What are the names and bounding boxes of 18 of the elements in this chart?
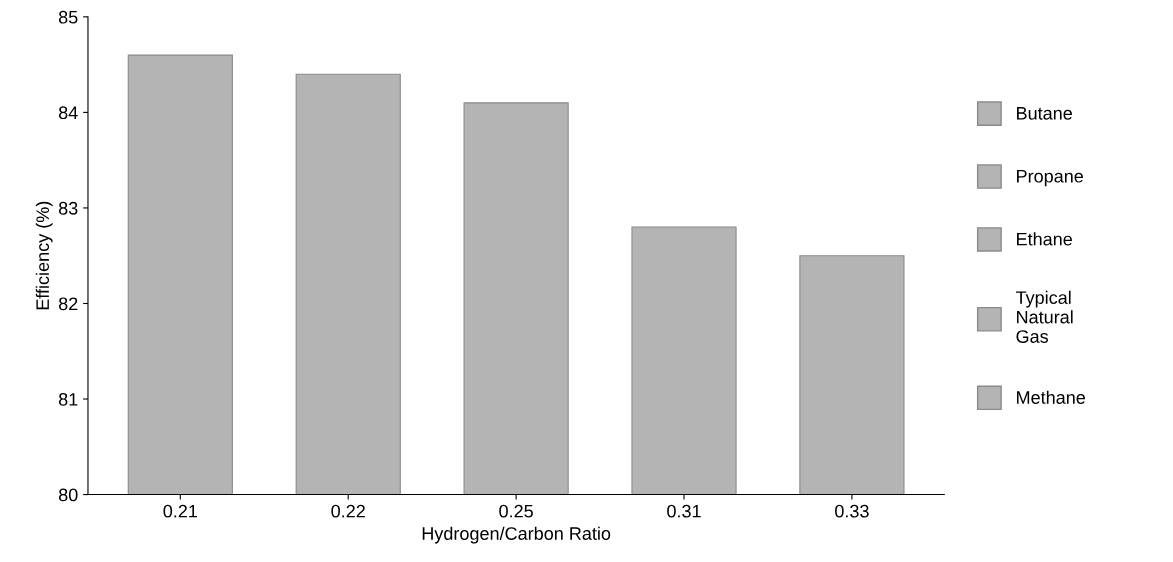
y-tick-label: 82 [58,297,78,311]
legend-label: Typical Natural Gas [1015,290,1073,343]
x-tick-label: 0.22 [331,504,365,518]
legend-label: Propane [1017,170,1084,187]
y-tick-label: 84 [58,106,78,120]
legend-label: Ethane [1017,232,1072,246]
y-axis-title: Efficiency (%) [35,201,53,310]
y-tick-label: 85 [58,10,78,24]
y-tick-label: 83 [58,201,78,215]
y-tick-label: 80 [58,488,78,502]
x-axis-title: Hydrogen/Carbon Ratio [422,526,611,544]
legend-label: Methane [1017,390,1086,404]
legend-label: Butane [1017,107,1072,120]
y-tick-label: 81 [58,392,78,406]
x-tick-label: 0.21 [163,504,198,518]
x-tick-label: 0.31 [667,504,701,518]
x-tick-label: 0.25 [499,504,533,518]
x-tick-label: 0.33 [835,504,869,518]
